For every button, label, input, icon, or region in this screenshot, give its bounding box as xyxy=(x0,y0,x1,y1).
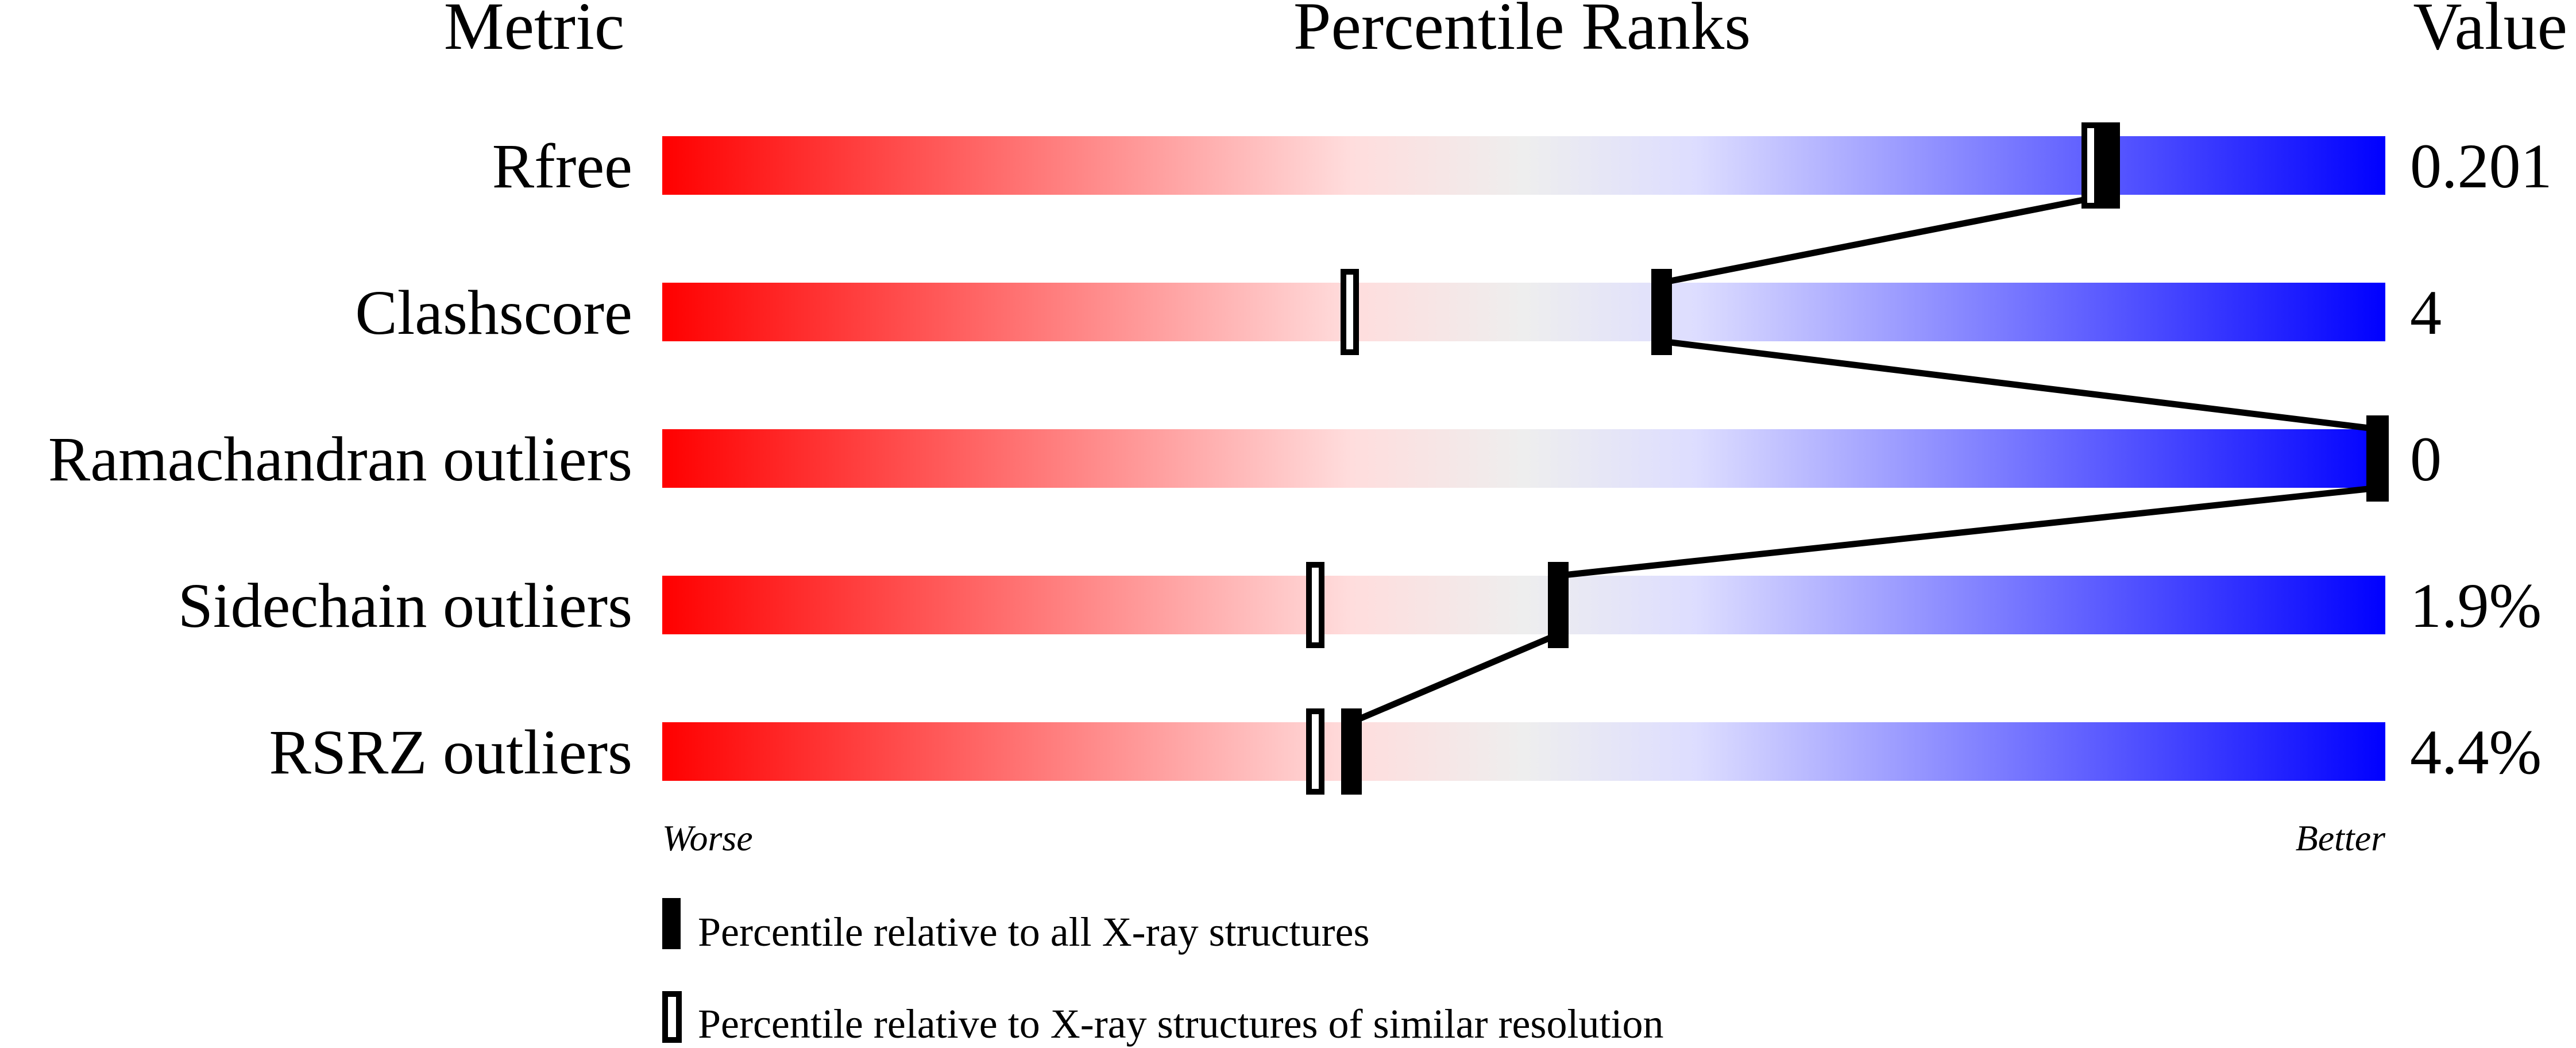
connector-line xyxy=(1660,191,2111,286)
percentile-bar xyxy=(662,283,2385,341)
axis-label-better: Better xyxy=(2296,818,2386,858)
marker-all-structures xyxy=(1341,708,1362,795)
connector-line xyxy=(1661,338,2379,433)
percentile-bar xyxy=(662,136,2385,195)
legend-open-marker xyxy=(662,991,682,1043)
axis-label-worse: Worse xyxy=(662,818,753,858)
metric-label: Rfree xyxy=(492,131,632,201)
legend-filled-label: Percentile relative to all X-ray structu… xyxy=(698,909,1370,955)
header-percentile-ranks: Percentile Ranks xyxy=(1293,0,1751,64)
header-metric: Metric xyxy=(444,0,625,64)
legend-filled-marker xyxy=(662,898,681,949)
metric-label: Ramachandran outliers xyxy=(48,424,632,494)
percentile-bar xyxy=(662,576,2385,634)
metric-label: RSRZ outliers xyxy=(269,717,632,787)
percentile-bar xyxy=(662,722,2385,781)
metric-value: 0 xyxy=(2410,424,2442,494)
marker-all-structures xyxy=(2368,415,2389,502)
marker-similar-resolution xyxy=(1306,708,1324,795)
metric-label: Clashscore xyxy=(355,278,632,348)
legend-open-label: Percentile relative to X-ray structures … xyxy=(698,1001,1663,1047)
percentile-bar xyxy=(662,429,2385,488)
marker-all-structures xyxy=(1548,562,1569,648)
header-value: Value xyxy=(2413,0,2567,64)
marker-all-structures xyxy=(2099,122,2120,209)
metric-value: 1.9% xyxy=(2410,571,2542,641)
connector-line xyxy=(1350,631,1560,726)
marker-all-structures xyxy=(1651,269,1672,355)
metric-label: Sidechain outliers xyxy=(178,571,632,641)
metric-value: 0.201 xyxy=(2410,131,2552,201)
metric-value: 4 xyxy=(2410,278,2442,348)
marker-similar-resolution xyxy=(2081,122,2100,209)
connector-line xyxy=(1558,484,2379,579)
metric-value: 4.4% xyxy=(2410,717,2542,787)
marker-similar-resolution xyxy=(1341,269,1359,355)
marker-similar-resolution xyxy=(1306,562,1324,648)
